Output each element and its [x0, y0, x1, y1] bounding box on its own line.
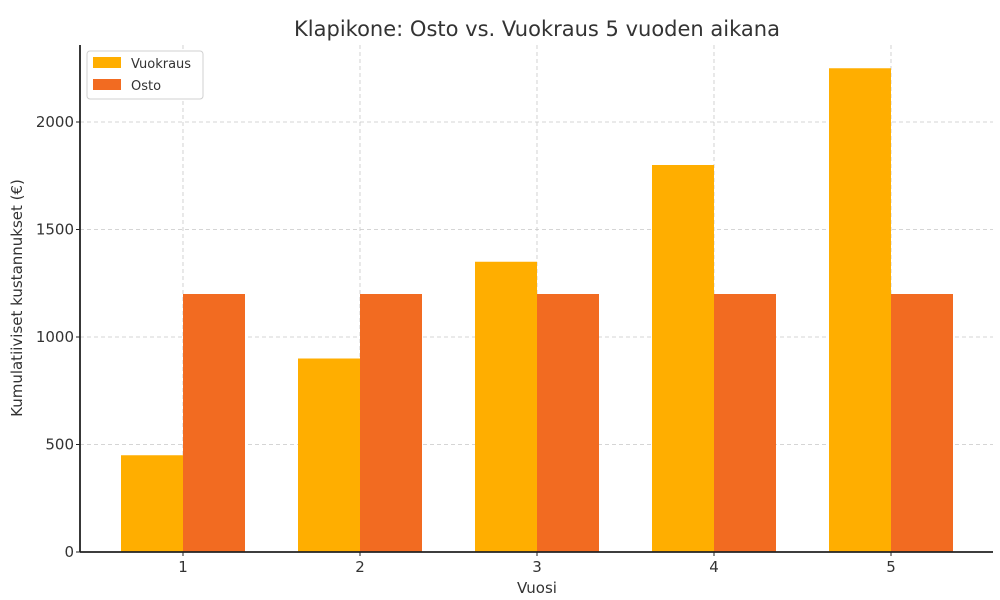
- x-tick-label: 4: [709, 558, 719, 576]
- y-tick-label: 1500: [36, 221, 74, 239]
- bar-vuokraus-5: [829, 68, 891, 552]
- x-tick-label: 5: [886, 558, 896, 576]
- legend-swatch-vuokraus: [93, 57, 121, 68]
- legend-label-vuokraus: Vuokraus: [131, 57, 191, 72]
- bar-osto-4: [714, 294, 776, 552]
- legend: Vuokraus Osto: [86, 50, 204, 100]
- y-tick-label: 500: [45, 436, 74, 454]
- y-tick-label: 2000: [36, 113, 74, 131]
- chart-title: Klapikone: Osto vs. Vuokraus 5 vuoden ai…: [294, 17, 780, 41]
- legend-swatch-osto: [93, 79, 121, 90]
- bars: [121, 68, 953, 552]
- bar-osto-3: [537, 294, 599, 552]
- y-tick-label: 1000: [36, 328, 74, 346]
- bar-osto-2: [360, 294, 422, 552]
- x-axis-label: Vuosi: [517, 579, 557, 597]
- bar-vuokraus-1: [121, 455, 183, 552]
- x-tick-label: 1: [178, 558, 188, 576]
- y-axis-label: Kumulatiiviset kustannukset (€): [8, 179, 26, 417]
- legend-label-osto: Osto: [131, 79, 161, 94]
- bar-osto-1: [183, 294, 245, 552]
- y-tick-label: 0: [64, 543, 74, 561]
- y-axis-ticks: 0 500 1000 1500 2000: [36, 113, 80, 561]
- x-tick-label: 2: [355, 558, 365, 576]
- bar-vuokraus-4: [652, 165, 714, 552]
- x-axis-ticks: 1 2 3 4 5: [178, 552, 896, 576]
- bar-osto-5: [891, 294, 953, 552]
- x-tick-label: 3: [532, 558, 542, 576]
- bar-vuokraus-2: [298, 358, 360, 552]
- bar-vuokraus-3: [475, 261, 537, 552]
